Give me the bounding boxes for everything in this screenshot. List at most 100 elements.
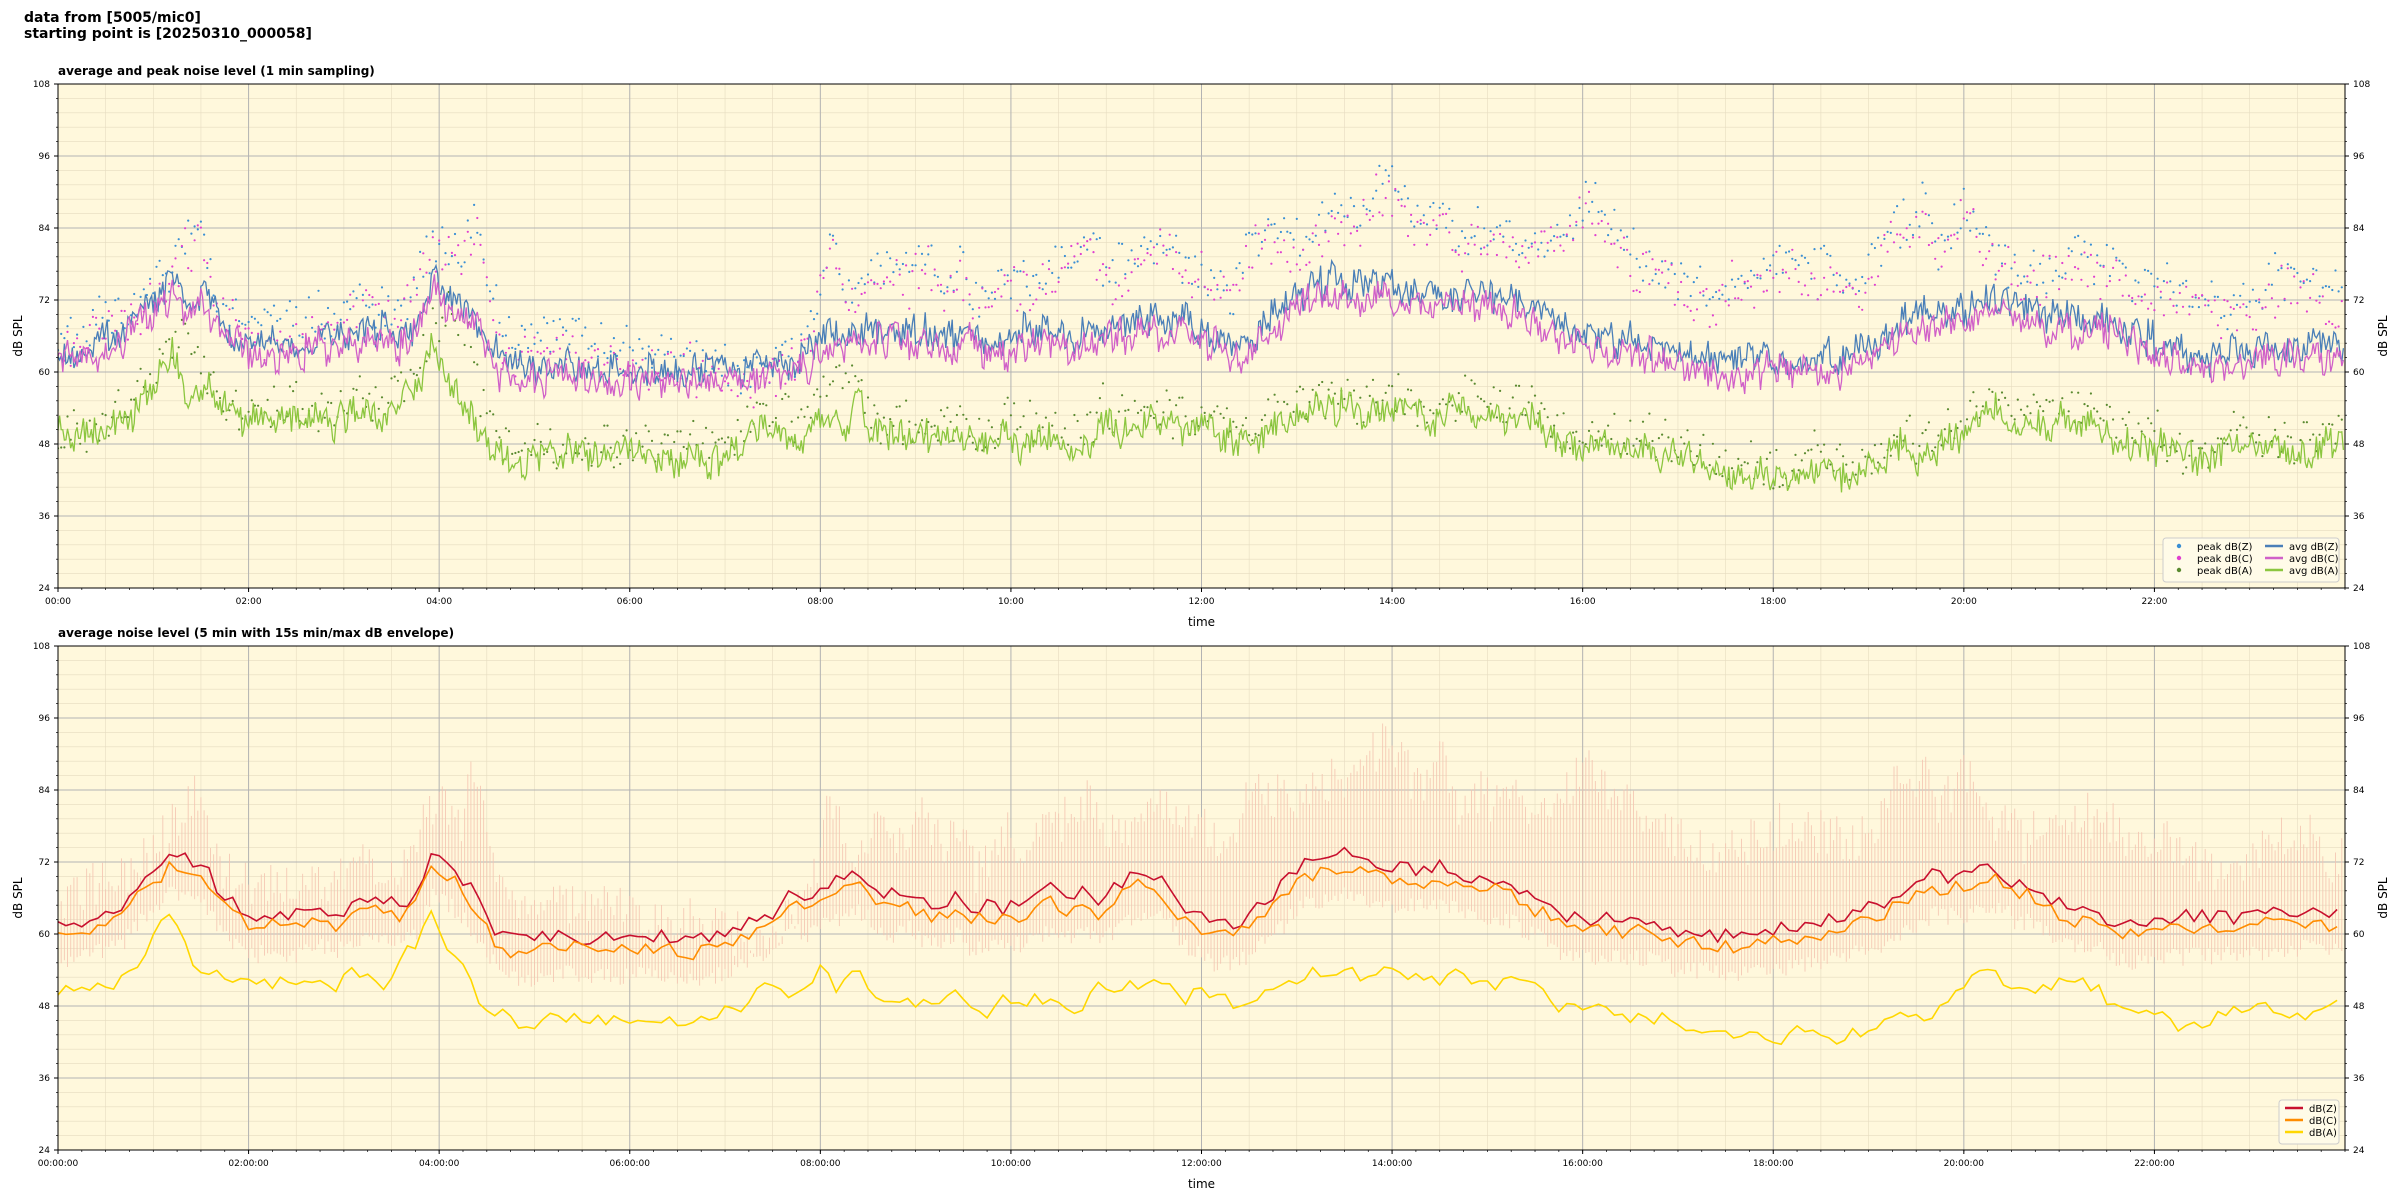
peak-point [679, 354, 682, 357]
peak-point [939, 290, 943, 293]
peak-point [1937, 268, 1940, 271]
peak-point [1022, 415, 1025, 418]
peak-point [158, 348, 161, 351]
peak-point [768, 381, 771, 384]
peak-point [2000, 265, 2004, 268]
y-tick-label: 24 [39, 584, 51, 594]
peak-point [555, 338, 558, 341]
peak-point [612, 337, 616, 340]
peak-point [1784, 271, 1788, 274]
peak-point [727, 382, 730, 385]
peak-point [866, 273, 870, 276]
page-title: data from [5005/mic0] starting point is … [24, 10, 312, 42]
peak-point [2048, 400, 2051, 403]
peak-point [79, 345, 82, 348]
peak-point [1794, 453, 1797, 456]
peak-point [1861, 275, 1864, 279]
peak-point [743, 359, 746, 362]
peak-point [2105, 285, 2108, 288]
peak-point [2064, 277, 2067, 280]
peak-point [2293, 462, 2296, 465]
peak-point [1467, 242, 1470, 245]
peak-point [1816, 298, 1819, 301]
peak-point [650, 349, 654, 352]
peak-point [2045, 296, 2048, 299]
peak-point [1044, 416, 1047, 419]
peak-point [2302, 281, 2305, 285]
peak-point [228, 324, 231, 327]
peak-point [561, 333, 565, 336]
peak-point [199, 220, 202, 223]
peak-point [2197, 447, 2200, 450]
peak-point [193, 239, 196, 242]
peak-point [2324, 285, 2327, 288]
peak-point [1063, 427, 1066, 430]
peak-point [1105, 273, 1108, 276]
peak-point [120, 321, 123, 325]
peak-point [539, 352, 542, 355]
peak-point [2118, 278, 2121, 282]
peak-point [1848, 284, 1851, 287]
peak-point [1305, 263, 1308, 266]
peak-point [1235, 426, 1238, 429]
peak-point [2274, 428, 2277, 431]
peak-point [898, 273, 901, 276]
peak-point [1889, 454, 1892, 457]
peak-point [2083, 403, 2086, 406]
peak-point [1756, 461, 1759, 464]
peak-point [1200, 406, 1203, 409]
peak-point [1101, 263, 1105, 266]
peak-point [1143, 259, 1146, 262]
peak-point [968, 303, 971, 306]
peak-point [1854, 473, 1857, 476]
peak-point [809, 349, 812, 352]
peak-point [1260, 240, 1263, 244]
peak-point [1803, 452, 1807, 455]
peak-point [1387, 180, 1390, 183]
peak-point [1451, 404, 1454, 407]
peak-point [542, 316, 546, 319]
peak-point [1648, 250, 1651, 253]
peak-point [358, 375, 361, 378]
peak-point [1159, 234, 1162, 238]
peak-point [943, 292, 946, 295]
x-axis: 00:00:00 02:00:00 04:00:00 06:00:00 08:00:00… [38, 1150, 2346, 1169]
peak-point [387, 401, 390, 404]
y-axis-label: dB SPL [11, 877, 25, 919]
peak-point [104, 301, 107, 304]
peak-point [253, 404, 256, 407]
peak-point [870, 259, 873, 262]
peak-point [1270, 262, 1273, 265]
peak-point [841, 283, 844, 286]
peak-point [145, 293, 148, 297]
peak-point [85, 340, 88, 343]
peak-point [1047, 259, 1051, 262]
peak-point [2054, 255, 2057, 258]
peak-point [1845, 463, 1848, 466]
peak-point [1797, 280, 1800, 283]
peak-point [301, 333, 304, 336]
y-tick-label-right: 108 [2353, 642, 2370, 652]
peak-point [1908, 223, 1911, 226]
peak-point [552, 461, 555, 464]
peak-point [790, 347, 793, 350]
peak-point [1238, 262, 1241, 265]
peak-point [650, 439, 654, 442]
peak-point [304, 316, 307, 319]
peak-point [523, 335, 527, 338]
peak-point [1911, 442, 1915, 445]
peak-point [752, 406, 755, 409]
peak-point [917, 245, 920, 248]
peak-point [1584, 202, 1587, 205]
peak-point [2178, 291, 2181, 295]
peak-point [1641, 279, 1645, 282]
peak-point [2321, 295, 2324, 298]
peak-point [511, 346, 514, 349]
peak-point [1823, 244, 1826, 247]
peak-point [1457, 392, 1460, 395]
peak-point [1073, 413, 1076, 417]
peak-point [2035, 283, 2038, 286]
peak-point [1524, 256, 1527, 259]
peak-point [107, 319, 110, 322]
peak-point [714, 441, 717, 444]
